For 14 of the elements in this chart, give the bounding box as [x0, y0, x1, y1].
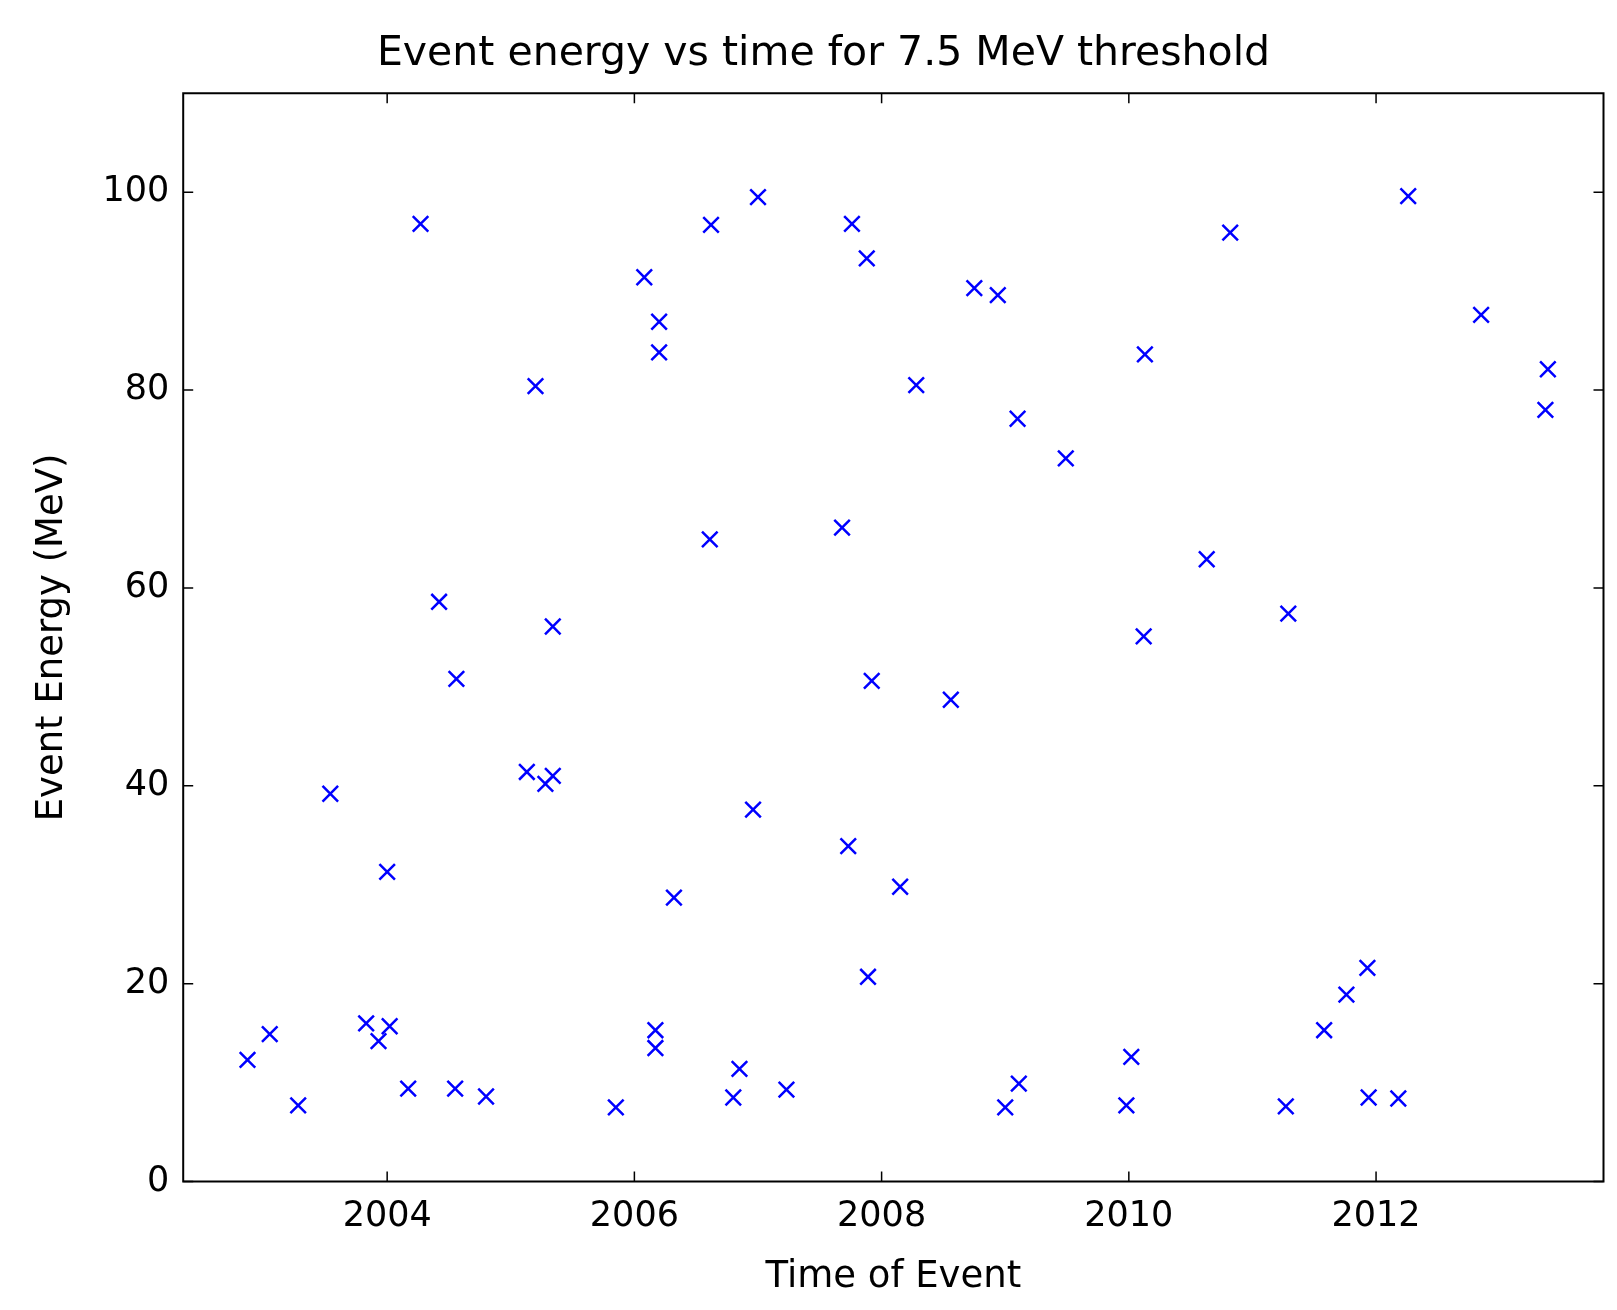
- x-tick-label: 2008: [837, 1193, 927, 1234]
- y-tick-label: 20: [124, 960, 170, 1001]
- x-tick-label: 2006: [589, 1193, 679, 1234]
- x-axis-title: Time of Event: [764, 1253, 1022, 1297]
- y-tick-label: 100: [102, 169, 170, 210]
- y-tick-label: 80: [124, 367, 170, 408]
- y-tick-label: 40: [124, 762, 170, 803]
- x-tick-label: 2012: [1331, 1193, 1421, 1234]
- y-tick-label: 0: [146, 1158, 170, 1199]
- x-tick-label: 2004: [342, 1193, 432, 1234]
- y-tick-label: 60: [124, 565, 170, 606]
- x-tick-label: 2010: [1084, 1193, 1174, 1234]
- y-axis-title: Event Energy (MeV): [27, 453, 71, 822]
- chart-title: Event energy vs time for 7.5 MeV threshold: [376, 27, 1271, 76]
